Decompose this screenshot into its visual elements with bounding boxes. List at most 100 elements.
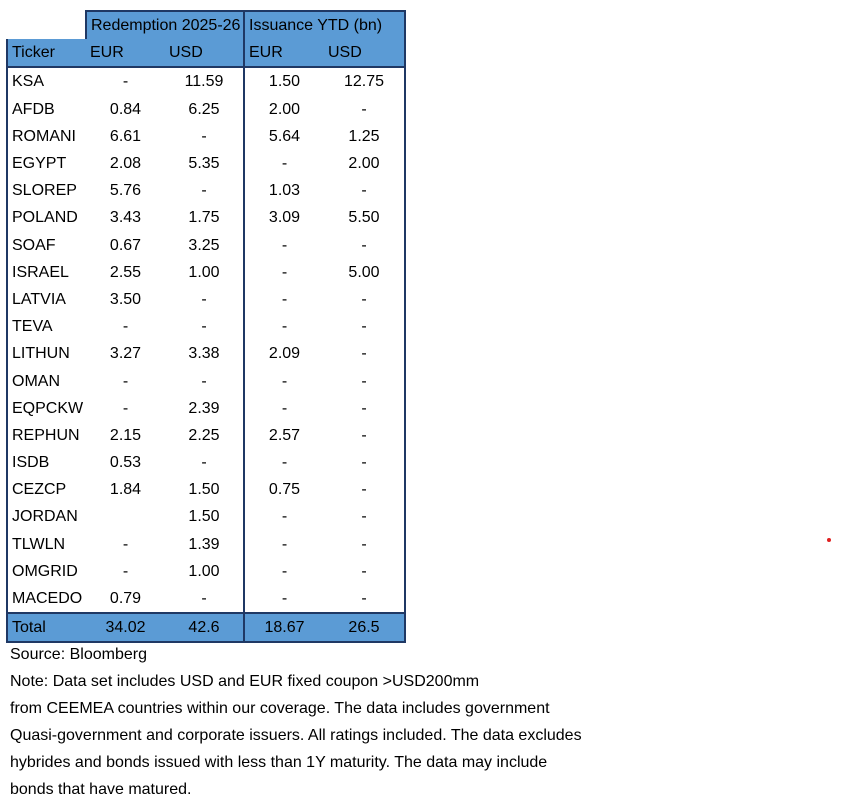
table-row: EQPCKW -2.39- -: [6, 394, 406, 422]
redemption-eur-cell: 3.50: [86, 285, 165, 314]
column-header-redemption-eur: EUR: [86, 39, 165, 69]
issuance-eur-cell: 2.57: [244, 421, 324, 449]
source-line: Source: Bloomberg: [10, 646, 147, 663]
issuance-usd-cell: 5.50: [324, 204, 406, 232]
ticker-cell: LITHUN: [6, 340, 86, 368]
table-row: JORDAN 1.50- -: [6, 503, 406, 531]
ticker-cell: SOAF: [6, 231, 86, 259]
issuance-usd-cell: 5.00: [324, 258, 406, 286]
ticker-cell: CEZCP: [6, 476, 86, 504]
redemption-usd-cell: 2.39: [165, 394, 245, 422]
issuance-eur-cell: -: [244, 394, 324, 422]
issuance-eur-cell: -: [244, 367, 324, 395]
redemption-eur-cell: 3.27: [86, 340, 165, 368]
table-row: TEVA - - - -: [6, 313, 406, 341]
group-header-issuance: Issuance YTD (bn): [244, 9, 406, 40]
issuance-usd-cell: -: [324, 503, 406, 531]
ticker-cell: TEVA: [6, 313, 86, 341]
redemption-eur-cell: [86, 503, 165, 531]
redemption-eur-cell: 2.08: [86, 149, 165, 178]
redemption-eur-cell: -: [86, 530, 165, 558]
issuance-usd-cell: -: [324, 177, 406, 205]
issuance-usd-cell: -: [324, 285, 406, 314]
redemption-usd-cell: 6.25: [165, 95, 245, 123]
issuance-usd-cell: -: [324, 421, 406, 449]
table-row: POLAND 3.43 1.75 3.09 5.50: [6, 204, 406, 232]
ticker-cell: ISDB: [6, 449, 86, 477]
redemption-usd-cell: -: [165, 584, 245, 614]
total-row: Total 34.02 42.6 18.67 26.5: [6, 612, 406, 644]
table-row: AFDB 0.84 6.25 2.00-: [6, 95, 406, 123]
table-row: OMGRID -1.00- -: [6, 557, 406, 585]
redemption-usd-cell: 1.39: [165, 530, 245, 558]
issuance-usd-cell: -: [324, 449, 406, 477]
redemption-eur-cell: 1.84: [86, 476, 165, 504]
redemption-eur-cell: 0.84: [86, 95, 165, 123]
table-row: ISRAEL 2.55 1.00-5.00: [6, 258, 406, 286]
table-body: KSA -11.59 1.50 12.75 AFDB 0.84 6.25 2.00- ROMAN…: [6, 67, 406, 614]
table-row: LATVIA 3.50- - -: [6, 285, 406, 314]
ticker-cell: OMGRID: [6, 557, 86, 585]
table-row: SOAF 0.67 3.25- -: [6, 231, 406, 259]
ticker-cell: ROMANI: [6, 122, 86, 150]
issuance-eur-cell: -: [244, 530, 324, 558]
ticker-cell: EGYPT: [6, 149, 86, 178]
redemption-eur-cell: 0.79: [86, 584, 165, 614]
issuance-usd-cell: -: [324, 313, 406, 341]
source-notes: Source: Bloomberg Note: Data set include…: [10, 641, 650, 803]
redemption-usd-cell: 11.59: [165, 67, 245, 96]
table-row: ISDB 0.53- - -: [6, 449, 406, 477]
header-blank-cell: [7, 11, 86, 40]
table-row: CEZCP 1.84 1.50 0.75-: [6, 476, 406, 504]
issuance-usd-cell: -: [324, 340, 406, 368]
issuance-usd-cell: -: [324, 557, 406, 585]
redemption-eur-cell: 5.76: [86, 177, 165, 205]
issuance-usd-cell: -: [324, 231, 406, 259]
redemption-usd-cell: 2.25: [165, 421, 245, 449]
table-row: EGYPT 2.08 5.35-2.00: [6, 149, 406, 178]
issuance-usd-cell: 12.75: [324, 67, 406, 96]
issuance-usd-cell: -: [324, 95, 406, 123]
column-header-issuance-usd: USD: [324, 39, 406, 69]
redemption-usd-cell: -: [165, 177, 245, 205]
ticker-cell: MACEDO: [6, 584, 86, 614]
issuance-eur-cell: -: [244, 557, 324, 585]
total-redemption-usd: 42.6: [165, 612, 245, 644]
redemption-usd-cell: 1.50: [165, 476, 245, 504]
total-issuance-usd: 26.5: [324, 612, 406, 644]
issuance-eur-cell: 2.00: [244, 95, 324, 123]
ticker-cell: SLOREP: [6, 177, 86, 205]
redemption-usd-cell: -: [165, 449, 245, 477]
issuance-eur-cell: -: [244, 313, 324, 341]
redemption-usd-cell: 3.38: [165, 340, 245, 368]
issuance-usd-cell: -: [324, 476, 406, 504]
total-redemption-eur: 34.02: [86, 612, 165, 644]
bond-table: Redemption 2025-26 Issuance YTD (bn) Tic…: [6, 9, 406, 644]
note-line-4: hybrides and bonds issued with less than…: [10, 754, 548, 771]
issuance-eur-cell: -: [244, 258, 324, 286]
redemption-eur-cell: 0.67: [86, 231, 165, 259]
redemption-eur-cell: -: [86, 557, 165, 585]
table-row: TLWLN -1.39- -: [6, 530, 406, 558]
redemption-eur-cell: 2.55: [86, 258, 165, 286]
issuance-usd-cell: -: [324, 584, 406, 614]
ticker-cell: AFDB: [6, 95, 86, 123]
table-row: KSA -11.59 1.50 12.75: [6, 67, 406, 96]
issuance-eur-cell: -: [244, 449, 324, 477]
redemption-usd-cell: 1.75: [165, 204, 245, 232]
issuance-usd-cell: -: [324, 367, 406, 395]
redemption-eur-cell: 0.53: [86, 449, 165, 477]
redemption-usd-cell: -: [165, 367, 245, 395]
ticker-cell: ISRAEL: [6, 258, 86, 286]
ticker-cell: KSA: [6, 67, 86, 96]
redemption-usd-cell: -: [165, 285, 245, 314]
redemption-eur-cell: -: [86, 67, 165, 96]
redemption-usd-cell: -: [165, 313, 245, 341]
issuance-eur-cell: -: [244, 285, 324, 314]
redemption-usd-cell: -: [165, 122, 245, 150]
table-row: LITHUN 3.27 3.38 2.09-: [6, 340, 406, 368]
redemption-usd-cell: 5.35: [165, 149, 245, 178]
redemption-eur-cell: 6.61: [86, 122, 165, 150]
column-header-issuance-eur: EUR: [244, 39, 324, 69]
redemption-usd-cell: 1.50: [165, 503, 245, 531]
